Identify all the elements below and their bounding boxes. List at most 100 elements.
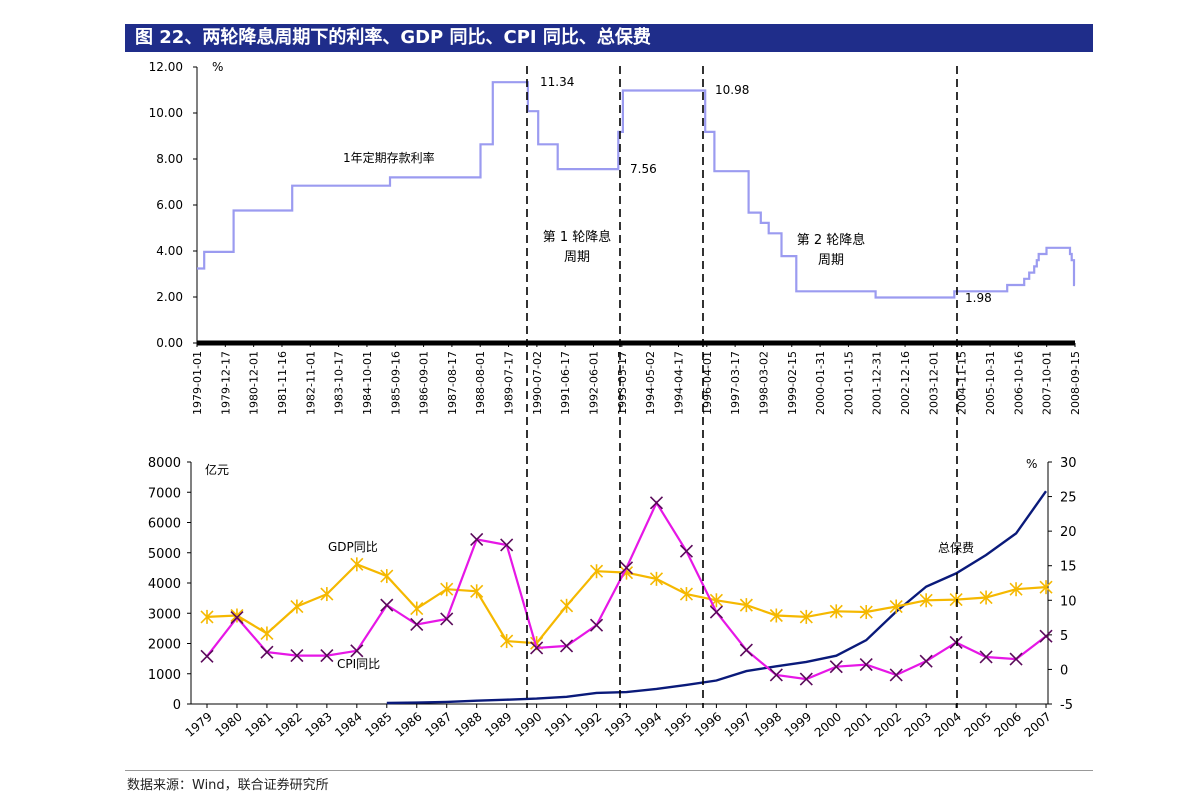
cpi-point (679, 544, 694, 558)
top-x-tick-label: 2007-10-01 (1041, 351, 1054, 415)
bottom-x-tick-label: 1992 (572, 710, 604, 740)
top-x-tick-label: 1994-05-02 (644, 351, 657, 415)
cycle-1-label-line2: 周期 (564, 250, 590, 265)
gdp-point (320, 587, 334, 602)
cpi-point (979, 650, 993, 664)
top-x-tick-label: 1988-08-01 (474, 351, 487, 415)
cpi-point (230, 611, 244, 625)
gdp-point (290, 599, 304, 614)
bottom-right-tick-label: 10 (1060, 594, 1077, 609)
cpi-point (1039, 629, 1053, 643)
bottom-x-tick-label: 1998 (752, 710, 784, 740)
bottom-right-tick-label: 30 (1060, 456, 1077, 471)
bottom-right-tick-label: 5 (1060, 629, 1068, 644)
bottom-right-tick-label: 25 (1060, 491, 1077, 506)
bottom-x-tick-label: 2002 (872, 710, 904, 740)
cpi-point (470, 532, 484, 547)
gdp-point (350, 557, 364, 572)
top-y-tick-label: 2.00 (156, 290, 183, 304)
gdp-point (829, 604, 843, 619)
bottom-x-tick-label: 2001 (842, 710, 874, 740)
bottom-left-tick-label: 1000 (148, 668, 181, 683)
cpi-point (560, 639, 574, 653)
bottom-x-tick-label: 1980 (212, 710, 244, 740)
gdp-point (410, 601, 424, 616)
chart-canvas: 0.00 2.00 4.00 6.00 8.00 10.00 12.00 % 1979-01-0… (148, 60, 1082, 740)
gdp-point (889, 599, 903, 614)
top-x-tick-label: 2006-10-16 (1012, 351, 1025, 415)
top-x-tick-label: 1984-10-01 (361, 351, 374, 415)
bottom-x-tick-label: 2004 (932, 710, 964, 740)
top-x-tick-label: 1985-09-16 (389, 351, 402, 415)
trough-value-label: 1.98 (965, 291, 992, 305)
cpi-point (709, 605, 723, 619)
bottom-left-tick-label: 8000 (148, 456, 181, 471)
gdp-point (560, 598, 574, 613)
gdp-point (440, 582, 454, 597)
top-x-tick-label: 2003-12-01 (927, 351, 940, 415)
top-x-tick-label: 2005-10-31 (984, 351, 997, 415)
bottom-x-tick-label: 2007 (1022, 710, 1054, 740)
cpi-point (500, 538, 514, 552)
top-x-tick-label: 1981-11-16 (276, 351, 289, 415)
peak-value-label: 11.34 (540, 75, 574, 89)
bottom-x-tick-label: 1991 (542, 710, 574, 740)
premium-series-label: 总保费 (938, 541, 974, 555)
cpi-point (829, 660, 843, 674)
top-y-unit-label: % (212, 60, 223, 74)
bottom-x-tick-label: 1979 (183, 710, 215, 740)
gdp-point (919, 593, 933, 608)
cpi-point (380, 598, 394, 612)
bottom-x-tick-label: 1983 (302, 710, 334, 740)
bottom-right-unit-label: % (1026, 457, 1037, 471)
top-x-tick-label: 1998-03-02 (757, 351, 770, 415)
cpi-point (320, 649, 334, 663)
top-x-tick-label: 1979-12-17 (219, 351, 232, 415)
top-x-tick-label: 1986-09-01 (418, 351, 431, 415)
gdp-series-label: GDP同比 (328, 540, 378, 554)
deposit-rate-series-label: 1年定期存款利率 (343, 150, 435, 165)
cycle-2-label-line2: 周期 (818, 253, 844, 268)
bottom-x-tick-label: 2003 (902, 710, 934, 740)
top-x-tick-label: 1991-06-17 (559, 351, 572, 415)
deposit-rate-line (197, 81, 1076, 299)
source-note: 数据来源：Wind，联合证券研究所 (127, 778, 329, 793)
bottom-x-tick-label: 1999 (782, 710, 814, 740)
gdp-point (1009, 582, 1023, 597)
bottom-x-tick-label: 1988 (452, 710, 484, 740)
cpi-point (440, 612, 454, 626)
gdp-point (1039, 580, 1053, 595)
bottom-x-tick-label: 2006 (992, 710, 1024, 740)
top-x-tick-label: 2008-09-15 (1069, 351, 1082, 415)
cpi-point (530, 641, 544, 655)
gdp-point (649, 571, 664, 586)
gdp-point (260, 626, 274, 641)
gdp-point (949, 592, 963, 607)
bottom-right-tick-label: 15 (1060, 560, 1077, 575)
bottom-x-tick-label: 1996 (692, 710, 724, 740)
cpi-point (200, 649, 214, 663)
bottom-left-tick-label: 0 (173, 698, 181, 713)
cpi-point (889, 668, 903, 682)
bottom-x-tick-label: 1995 (662, 710, 694, 740)
gdp-point (799, 609, 813, 624)
bottom-x-tick-label: 1986 (392, 710, 424, 740)
cpi-point (260, 645, 274, 659)
bottom-left-tick-label: 5000 (148, 547, 181, 562)
cpi-point (739, 643, 753, 657)
cycle-1-label: 第 1 轮降息 (543, 229, 612, 245)
bottom-left-tick-label: 2000 (148, 638, 181, 653)
top-x-tick-label: 1992-06-01 (588, 351, 601, 415)
top-x-tick-label: 1980-12-01 (248, 351, 261, 415)
bottom-x-tick-label: 2005 (962, 710, 994, 740)
cpi-point (1009, 652, 1023, 666)
top-x-tick-label: 2001-01-15 (842, 351, 855, 415)
gdp-point (859, 605, 873, 620)
top-x-tick-label: 1989-07-17 (503, 351, 516, 415)
bottom-x-tick-label: 1993 (602, 710, 634, 740)
bottom-x-tick-label: 1981 (242, 710, 274, 740)
bottom-right-tick-label: -5 (1060, 698, 1073, 713)
second-peak-value-label: 10.98 (715, 83, 749, 97)
top-x-tick-label: 1999-02-15 (786, 351, 799, 415)
bottom-left-tick-label: 3000 (148, 607, 181, 622)
